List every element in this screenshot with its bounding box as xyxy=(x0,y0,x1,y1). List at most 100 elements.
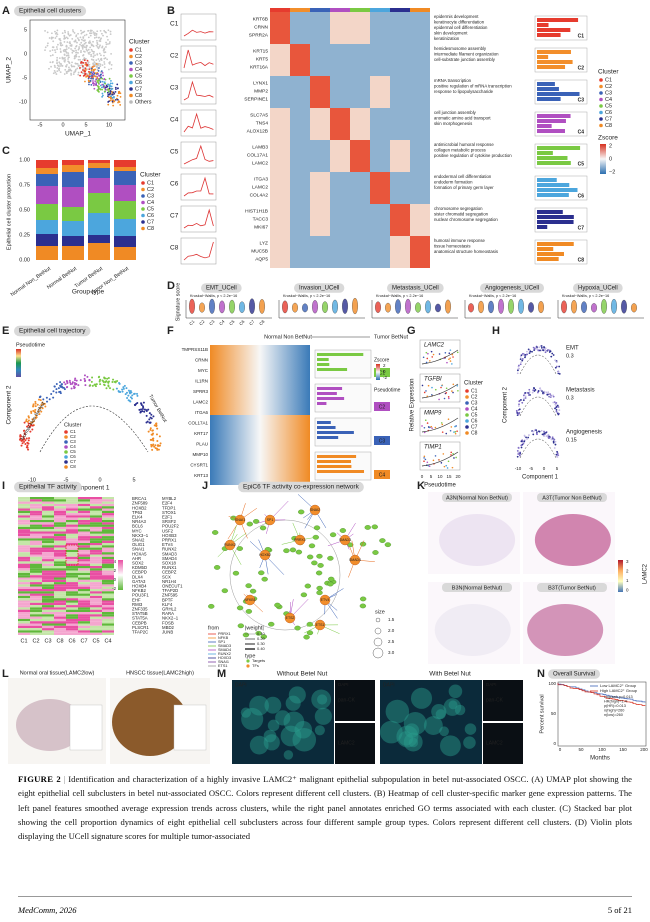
label: cell junction assembly xyxy=(434,110,477,115)
label: 5 xyxy=(132,477,135,483)
dot xyxy=(526,392,529,394)
shape xyxy=(66,515,78,518)
shape xyxy=(78,577,90,580)
shape xyxy=(42,595,54,599)
label: NFKB xyxy=(218,636,229,640)
dot xyxy=(224,539,236,551)
dot xyxy=(21,442,24,445)
shape xyxy=(54,593,66,596)
label: 0 xyxy=(553,741,556,746)
dot xyxy=(465,395,469,399)
dot xyxy=(56,56,59,59)
shape xyxy=(102,614,114,617)
label: tissue homeostasis xyxy=(434,244,471,249)
dot xyxy=(536,431,538,433)
dot xyxy=(423,716,443,736)
dot xyxy=(86,73,89,76)
dot xyxy=(88,83,90,86)
dot xyxy=(87,29,90,32)
shape xyxy=(78,595,90,599)
dot xyxy=(542,347,544,350)
dot xyxy=(20,444,23,447)
shape xyxy=(78,586,90,589)
legend-entry: C5 xyxy=(135,73,142,79)
dot xyxy=(517,446,520,449)
shape xyxy=(310,44,330,76)
dot xyxy=(445,392,448,394)
dot xyxy=(55,388,58,391)
shape xyxy=(102,515,114,518)
label: Normal Non_BetNut xyxy=(10,266,53,298)
dot xyxy=(449,429,452,432)
shape xyxy=(42,552,54,555)
shape xyxy=(66,579,78,583)
shape xyxy=(18,566,30,569)
dot xyxy=(148,421,151,424)
dot xyxy=(27,439,30,442)
node xyxy=(289,547,297,553)
dot xyxy=(550,395,553,398)
dot xyxy=(92,31,95,34)
shape xyxy=(537,151,553,155)
dot xyxy=(44,30,46,32)
shape xyxy=(270,140,290,172)
dot xyxy=(94,385,97,388)
shape xyxy=(62,165,84,172)
shape xyxy=(102,538,114,541)
panel-letter: B xyxy=(167,5,175,17)
dot xyxy=(96,39,98,42)
shape xyxy=(42,561,54,564)
shape xyxy=(90,625,102,629)
dot xyxy=(547,349,549,351)
shape xyxy=(78,582,90,585)
label: SMAD3 xyxy=(339,538,351,542)
dot xyxy=(103,57,106,60)
shape xyxy=(270,44,290,76)
dot xyxy=(157,444,160,447)
dot xyxy=(451,390,453,392)
dot xyxy=(95,82,98,84)
dot xyxy=(36,403,39,406)
dot xyxy=(516,413,519,416)
label: C5 xyxy=(578,161,585,167)
dot xyxy=(465,425,469,429)
label: 2 xyxy=(114,568,117,573)
shape xyxy=(310,204,330,236)
shape xyxy=(78,623,90,626)
dot xyxy=(536,433,538,436)
node xyxy=(307,554,314,560)
dot xyxy=(449,360,452,362)
shape xyxy=(30,536,42,539)
node xyxy=(268,621,275,627)
dot xyxy=(105,46,107,48)
dot xyxy=(55,31,58,34)
dot xyxy=(100,86,103,89)
dot xyxy=(86,63,89,66)
shape xyxy=(42,524,54,527)
label: Normal Non BetNut xyxy=(264,334,312,340)
dot xyxy=(339,534,351,546)
dot xyxy=(49,50,52,52)
shape xyxy=(102,628,114,631)
dot xyxy=(94,72,97,75)
shape xyxy=(537,50,571,54)
dot xyxy=(99,84,102,87)
dot xyxy=(44,405,47,408)
node xyxy=(306,630,314,636)
dot xyxy=(435,709,446,720)
label: 0.25 xyxy=(19,232,30,238)
dot xyxy=(70,72,72,75)
dot xyxy=(63,53,66,56)
label: RUNX2 xyxy=(218,652,231,656)
shape xyxy=(18,614,30,617)
shape xyxy=(16,349,21,377)
label: PRRX1 xyxy=(162,538,177,543)
label: ALOX12B xyxy=(247,128,268,134)
dot xyxy=(83,72,85,75)
dot xyxy=(424,458,427,461)
shape xyxy=(54,561,66,564)
dot xyxy=(31,428,34,431)
dot xyxy=(98,375,101,378)
dot xyxy=(128,391,131,394)
shape xyxy=(30,570,42,573)
